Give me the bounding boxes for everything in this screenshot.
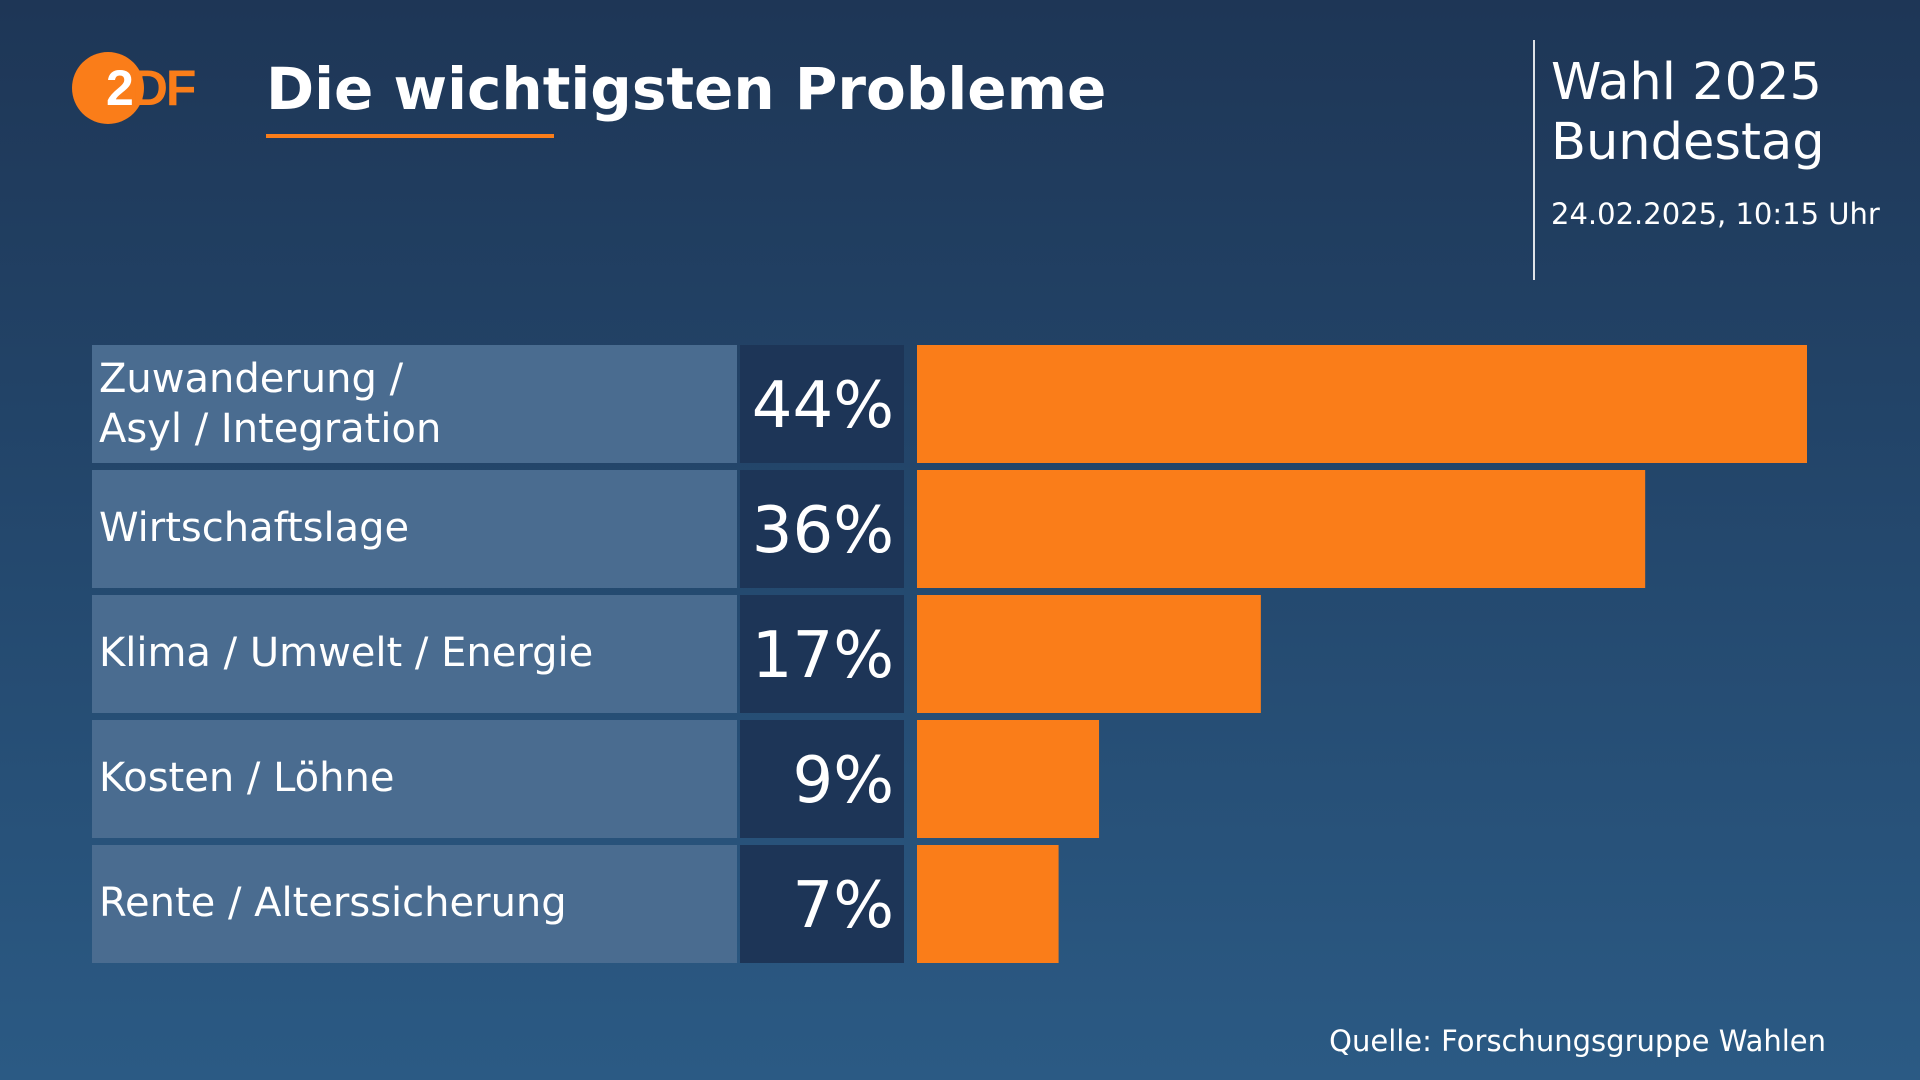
category-label-line: Klima / Umwelt / Energie <box>99 630 593 676</box>
category-label-line: Asyl / Integration <box>99 406 441 452</box>
value-label-bg <box>740 720 904 838</box>
title-underline <box>266 134 554 138</box>
election-subtitle: Bundestag <box>1551 113 1825 172</box>
logo-disc <box>72 52 144 124</box>
category-label: Zuwanderung / Asyl / Integration <box>99 356 441 452</box>
category-label-bg <box>92 595 737 713</box>
bar <box>917 470 1646 588</box>
category-label: Kosten / Löhne <box>99 755 394 801</box>
timestamp: 24.02.2025, 10:15 Uhr <box>1551 197 1880 231</box>
value-label: 17% <box>752 619 894 693</box>
source-note: Quelle: Forschungsgruppe Wahlen <box>1329 1024 1826 1058</box>
value-label-bg <box>740 595 904 713</box>
bar <box>917 345 1807 463</box>
category-label-bg <box>92 845 737 963</box>
category-label: Klima / Umwelt / Energie <box>99 630 593 676</box>
value-label-bg <box>740 470 904 588</box>
category-label: Wirtschaftslage <box>99 505 409 551</box>
logo-wordmark: 2DF <box>106 60 196 116</box>
category-label-bg <box>92 720 737 838</box>
page-title: Die wichtigsten Probleme <box>266 55 1107 123</box>
value-label: 36% <box>752 494 894 568</box>
value-label: 9% <box>792 744 894 818</box>
value-label-bg <box>740 845 904 963</box>
bar <box>917 845 1059 963</box>
category-label: Rente / Alterssicherung <box>99 880 567 926</box>
bar <box>917 595 1261 713</box>
bar <box>917 720 1100 838</box>
header-divider <box>1533 40 1535 280</box>
zdf-logo: 2DF <box>72 52 222 126</box>
category-label-line: Kosten / Löhne <box>99 755 394 801</box>
value-label-bg <box>740 345 904 463</box>
election-title: Wahl 2025 <box>1551 53 1822 112</box>
value-label: 7% <box>792 869 894 943</box>
category-label-bg <box>92 470 737 588</box>
category-label-line: Rente / Alterssicherung <box>99 880 567 926</box>
category-label-line: Zuwanderung / <box>99 356 404 402</box>
category-label-bg <box>92 345 737 463</box>
value-label: 44% <box>752 369 894 443</box>
category-label-line: Wirtschaftslage <box>99 505 409 551</box>
